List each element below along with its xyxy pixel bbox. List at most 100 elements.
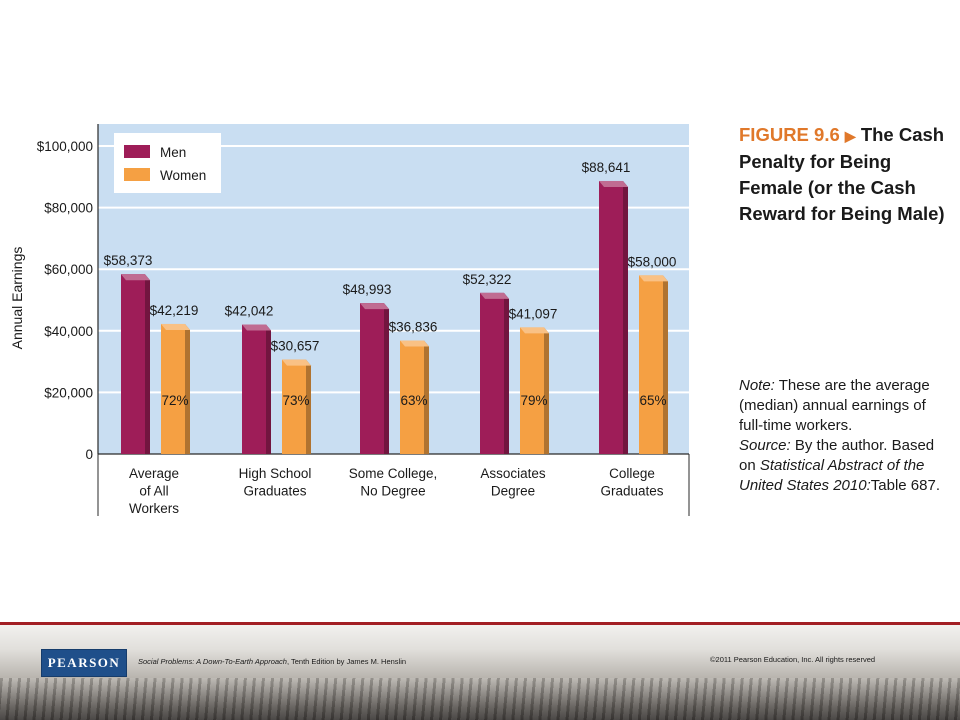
ratio-label: 72% [161,393,188,408]
bar-top [520,327,549,334]
bar-front [520,327,544,454]
y-tick-label: $100,000 [37,139,93,154]
legend-swatch [124,145,150,158]
value-label: $58,373 [104,253,153,268]
bar-side [544,327,549,454]
bar-top [599,180,628,187]
bar-top [242,324,271,331]
value-label: $36,836 [389,320,438,335]
caret-right-icon: ▶ [844,128,856,144]
bar-side [424,340,429,454]
y-tick-label: $20,000 [44,385,93,400]
legend-swatch [124,168,150,181]
slide-footer: PEARSON Social Problems: A Down-To-Earth… [0,622,960,720]
value-label: $52,322 [463,272,512,287]
category-label: Average of All Workers [129,466,179,516]
bar-top [480,292,509,299]
figure-note: Note: These are the average (median) ann… [739,376,954,496]
women-bar [161,323,190,454]
category-label-line: Degree [491,484,535,499]
men-bar [480,292,509,454]
bar-side [623,180,628,454]
bar-side [663,275,668,454]
source-publication: Statistical Abstract of the United State… [739,457,925,494]
category-label-line: No Degree [360,484,425,499]
copyright-notice: ©2011 Pearson Education, Inc. All rights… [710,655,876,664]
bar-side [185,323,190,454]
legend-label: Women [160,168,206,183]
category-label: High School Graduates [239,466,312,499]
bar-side [266,324,271,454]
category-label: College Graduates [600,466,663,499]
bar-top [121,274,150,281]
value-label: $88,641 [582,160,631,175]
category-label-line: Graduates [600,484,663,499]
y-tick-label: 0 [85,447,93,462]
women-bar [520,327,549,454]
value-label: $42,219 [150,303,199,318]
legend: Men Women [114,133,221,193]
bars [121,180,668,454]
women-bar [400,340,429,454]
bar-side [384,303,389,454]
category-label-line: Workers [129,501,179,516]
value-label: $48,993 [343,282,392,297]
bar-top [400,340,429,347]
data-labels: $58,373 $42,219 72% $42,042 $30,657 73% $48,99… [104,160,677,408]
note-text: These are the average (median) annual ea… [739,377,930,434]
value-label: $41,097 [509,306,558,321]
figure-number: FIGURE 9.6 [739,124,840,145]
category-label-line: Some College, [349,466,438,481]
women-bar [282,359,311,454]
source-table: Table 687. [870,477,940,494]
bar-front [400,340,424,454]
legend-label: Men [160,145,186,160]
earnings-chart: 0 $20,000 $40,000 $60,000 $80,000 $100,000 An… [9,124,690,516]
bar-top [639,275,668,282]
bar-front [282,359,306,454]
x-category-labels: Average of All Workers High School Graduates… [129,466,664,516]
axes [97,124,690,516]
note-paragraph: Note: These are the average (median) ann… [739,376,954,436]
bar-front [121,274,145,454]
value-label: $42,042 [225,304,274,319]
category-label-line: College [609,466,655,481]
source-label: Source: [739,437,791,454]
ratio-label: 63% [400,393,427,408]
bar-front [599,180,623,454]
category-label: Associates Degree [480,466,546,499]
category-label-line: Associates [480,466,546,481]
category-label: Some College, No Degree [349,466,438,499]
men-bar [599,180,628,454]
category-label-line: High School [239,466,312,481]
ratio-label: 65% [639,393,666,408]
bar-top [282,359,311,366]
bar-side [504,292,509,454]
legend-box [114,133,221,193]
category-label-line: Graduates [243,484,306,499]
y-tick-label: $60,000 [44,262,93,277]
y-tick-label: $40,000 [44,324,93,339]
value-label: $58,000 [628,254,677,269]
y-tick-label: $80,000 [44,201,93,216]
category-label-line: of All [139,484,168,499]
women-bar [639,275,668,454]
book-edition-author: , Tenth Edition by James M. Henslin [286,657,407,666]
footer-texture [0,678,960,720]
figure-caption-title: FIGURE 9.6 ▶ The Cash Penalty for Being … [739,122,954,227]
source-paragraph: Source: By the author. Based on Statisti… [739,436,954,496]
footer-divider [0,622,960,625]
bar-side [145,274,150,454]
ratio-label: 79% [520,393,547,408]
bar-top [360,303,389,310]
book-title: Social Problems: A Down-To-Earth Approac… [138,657,287,666]
bar-top [161,323,190,330]
bar-front [360,303,384,454]
source-text: By the author. Based on [739,437,935,474]
note-label: Note: [739,377,775,394]
bar-front [480,292,504,454]
men-bar [121,274,150,454]
bar-front [161,323,185,454]
book-credit: Social Problems: A Down-To-Earth Approac… [138,657,406,666]
bar-side [306,359,311,454]
